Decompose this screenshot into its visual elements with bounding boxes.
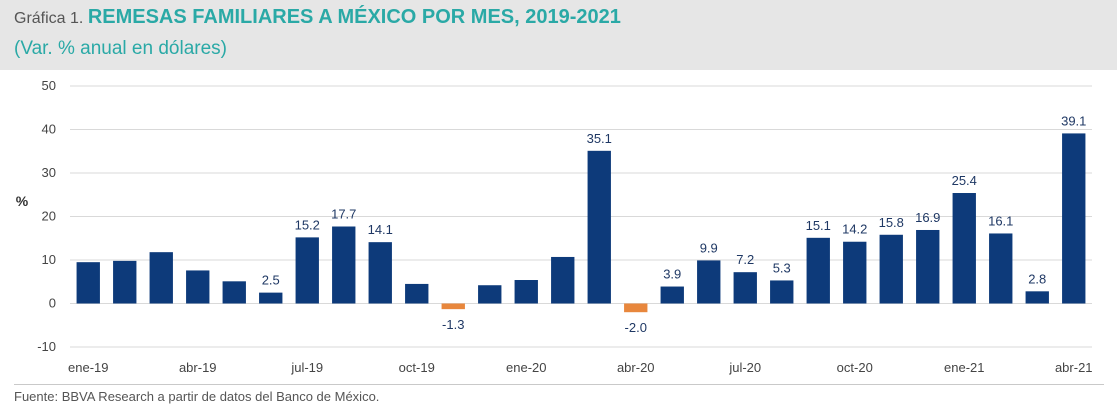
chart-header: Gráfica 1. REMESAS FAMILIARES A MÉXICO P… xyxy=(0,0,1117,70)
bar-dic-19 xyxy=(478,285,502,304)
y-axis-label: % xyxy=(16,193,29,209)
footer-divider xyxy=(14,384,1104,385)
y-tick-label: 30 xyxy=(42,165,56,180)
bar-ago-19 xyxy=(332,226,356,304)
chart-subtitle: (Var. % anual en dólares) xyxy=(14,38,227,59)
data-label: 2.8 xyxy=(1028,271,1046,286)
bar-nov-20 xyxy=(879,234,903,304)
x-tick-label: jul-19 xyxy=(290,360,323,375)
x-tick-label: abr-21 xyxy=(1055,360,1093,375)
bars xyxy=(76,133,1086,313)
y-tick-label: 10 xyxy=(42,252,56,267)
bar-abr-21 xyxy=(1062,133,1086,304)
title-line: Gráfica 1. REMESAS FAMILIARES A MÉXICO P… xyxy=(14,6,621,29)
x-tick-label: abr-20 xyxy=(617,360,655,375)
x-tick-label: ene-20 xyxy=(506,360,546,375)
y-tick-label: 50 xyxy=(42,78,56,93)
x-tick-label: jul-20 xyxy=(728,360,761,375)
y-tick-label: -10 xyxy=(37,339,56,354)
data-label: 16.9 xyxy=(915,210,940,225)
bar-oct-20 xyxy=(843,241,867,304)
bar-sep-19 xyxy=(368,242,392,304)
data-label: 39.1 xyxy=(1061,113,1086,128)
data-label: 15.1 xyxy=(806,218,831,233)
bar-oct-19 xyxy=(405,283,429,304)
source-note: Fuente: BBVA Research a partir de datos … xyxy=(14,389,380,404)
bar-feb-20 xyxy=(551,256,575,304)
data-label: 35.1 xyxy=(587,131,612,146)
data-label: 14.1 xyxy=(368,222,393,237)
data-label: 2.5 xyxy=(262,273,280,288)
bar-feb-19 xyxy=(113,260,137,304)
data-label: 15.2 xyxy=(295,217,320,232)
bar-may-20 xyxy=(660,286,684,304)
data-label: 25.4 xyxy=(952,173,977,188)
y-tick-label: 20 xyxy=(42,209,56,224)
bar-mar-19 xyxy=(149,252,173,304)
bar-jun-20 xyxy=(697,260,721,304)
data-label: -2.0 xyxy=(625,320,647,335)
data-label: 17.7 xyxy=(331,207,356,222)
data-labels: 2.5 15.2 17.7 14.1 -1.3 35.1 -2.0 3.9 9.9 7.2 5.3 1… xyxy=(262,113,1087,335)
chart-title: REMESAS FAMILIARES A MÉXICO POR MES, 201… xyxy=(87,6,621,28)
bar-abr-19 xyxy=(186,270,210,304)
x-axis: ene-19 abr-19 jul-19 oct-19 ene-20 abr-20 jul-… xyxy=(68,360,1093,375)
x-tick-label: abr-19 xyxy=(179,360,217,375)
data-label: 16.1 xyxy=(988,213,1013,228)
x-tick-label: ene-19 xyxy=(68,360,108,375)
bar-mar-21 xyxy=(1025,291,1049,304)
y-tick-label: 40 xyxy=(42,122,56,137)
data-label: -1.3 xyxy=(442,317,464,332)
data-label: 5.3 xyxy=(773,260,791,275)
data-label: 3.9 xyxy=(663,267,681,282)
bar-jul-20 xyxy=(733,272,757,304)
x-tick-label: oct-19 xyxy=(399,360,435,375)
bar-jun-19 xyxy=(259,292,283,304)
y-axis: 50 40 30 20 10 0 -10 xyxy=(37,78,56,354)
bar-mar-20 xyxy=(587,150,611,304)
data-label: 15.8 xyxy=(879,215,904,230)
data-label: 14.2 xyxy=(842,222,867,237)
bar-ene-19 xyxy=(76,262,100,304)
x-tick-label: ene-21 xyxy=(944,360,984,375)
bar-sep-20 xyxy=(806,237,830,304)
bar-ago-20 xyxy=(770,280,794,304)
bar-feb-21 xyxy=(989,233,1013,304)
x-tick-label: oct-20 xyxy=(837,360,873,375)
bar-chart: 50 40 30 20 10 0 -10 2.5 15.2 17.7 14.1 -1.3 35.1 -2… xyxy=(16,78,1093,375)
bar-ene-20 xyxy=(514,280,538,304)
bar-may-19 xyxy=(222,281,246,304)
bar-abr-20 xyxy=(624,303,648,313)
bar-dic-20 xyxy=(916,229,940,304)
figure-number: Gráfica 1. xyxy=(14,10,84,27)
y-tick-label: 0 xyxy=(49,296,56,311)
data-label: 7.2 xyxy=(736,252,754,267)
bar-nov-19 xyxy=(441,303,465,310)
bar-ene-21 xyxy=(952,193,976,304)
data-label: 9.9 xyxy=(700,240,718,255)
bar-jul-19 xyxy=(295,237,319,304)
